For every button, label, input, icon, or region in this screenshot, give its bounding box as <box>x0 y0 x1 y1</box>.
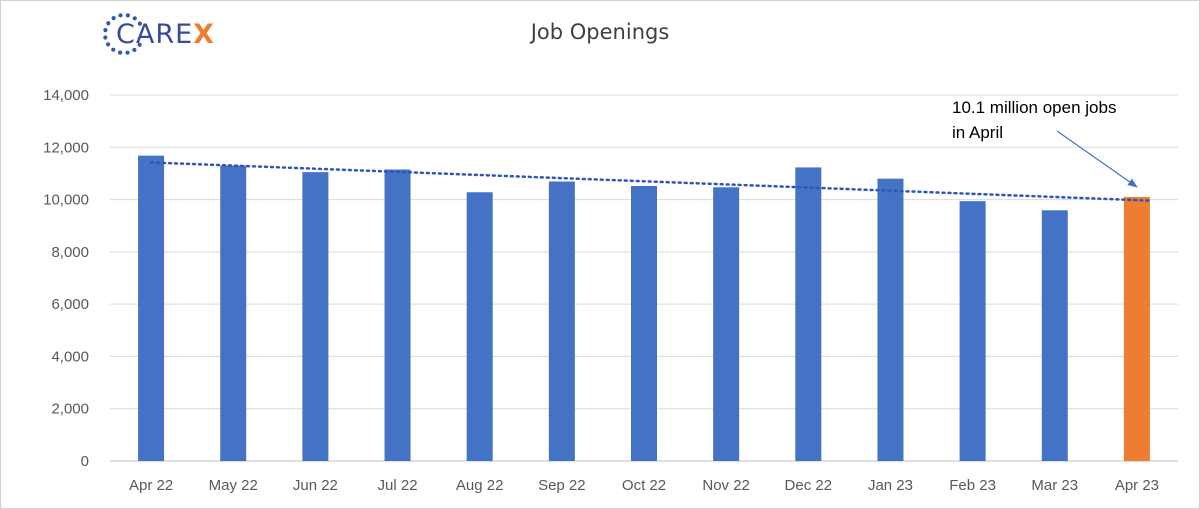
bar <box>1123 196 1150 461</box>
logo-dot <box>103 35 108 40</box>
logo-base-text: CARE <box>116 19 194 50</box>
bar <box>548 181 575 462</box>
x-tick-label: Apr 22 <box>129 477 173 494</box>
logo-dot <box>125 50 130 55</box>
x-tick-label: Feb 23 <box>949 477 996 494</box>
x-tick-label: Jun 22 <box>293 477 338 494</box>
logo-dot <box>111 15 116 21</box>
bar <box>384 169 411 461</box>
trendline <box>149 161 1152 202</box>
x-tick-label: Mar 23 <box>1031 477 1078 494</box>
bar <box>713 187 740 461</box>
x-tick-label: Sep 22 <box>538 477 586 494</box>
bar <box>631 185 657 461</box>
y-tick-label: 4,000 <box>51 348 89 365</box>
logo-dot <box>137 21 142 26</box>
chart-title: Job Openings <box>530 20 670 44</box>
bar <box>302 172 329 461</box>
bar <box>466 192 493 461</box>
logo-dot <box>106 21 111 26</box>
y-tick-label: 14,000 <box>43 87 89 104</box>
bar <box>877 178 904 461</box>
x-tick-label: Nov 22 <box>702 477 750 494</box>
y-tick-label: 8,000 <box>51 244 89 261</box>
y-tick-label: 0 <box>81 453 89 470</box>
logo-dot <box>125 13 131 18</box>
logo-dot <box>132 47 137 53</box>
logo-dot <box>132 16 137 21</box>
y-tick-label: 12,000 <box>43 139 89 156</box>
x-tick-label: Apr 23 <box>1115 477 1159 494</box>
x-tick-label: Aug 22 <box>456 477 504 494</box>
bar <box>1041 210 1068 461</box>
logo-dot-ring-icon <box>103 13 142 55</box>
annotation-line-1: 10.1 million open jobs <box>952 98 1117 117</box>
logo-dot <box>117 50 123 55</box>
logo-dot <box>111 47 116 52</box>
y-tick-label: 2,000 <box>51 401 89 418</box>
x-tick-label: Oct 22 <box>622 477 666 494</box>
logo-wordmark: CAREX <box>116 19 215 50</box>
logo-dot <box>137 42 142 47</box>
bar <box>220 165 247 462</box>
logo-dot <box>118 13 123 18</box>
logo-dot <box>103 27 108 33</box>
bar <box>138 155 165 461</box>
annotation-line-2: in April <box>952 123 1004 142</box>
logo-accent-text: X <box>193 19 215 50</box>
x-tick-label: Jul 22 <box>378 477 418 494</box>
logo-dot <box>105 42 111 47</box>
annotation-arrow <box>1056 130 1138 188</box>
x-tick-label: Dec 22 <box>785 477 833 494</box>
y-tick-label: 6,000 <box>51 296 89 313</box>
x-tick-label: Jan 23 <box>868 477 913 494</box>
bar <box>959 201 986 461</box>
bar <box>795 167 822 461</box>
annotation-text: 10.1 million open jobs in April <box>952 95 1116 145</box>
carex-logo: CAREX <box>102 6 232 62</box>
x-tick-label: May 22 <box>209 477 258 494</box>
y-tick-label: 10,000 <box>43 192 89 209</box>
